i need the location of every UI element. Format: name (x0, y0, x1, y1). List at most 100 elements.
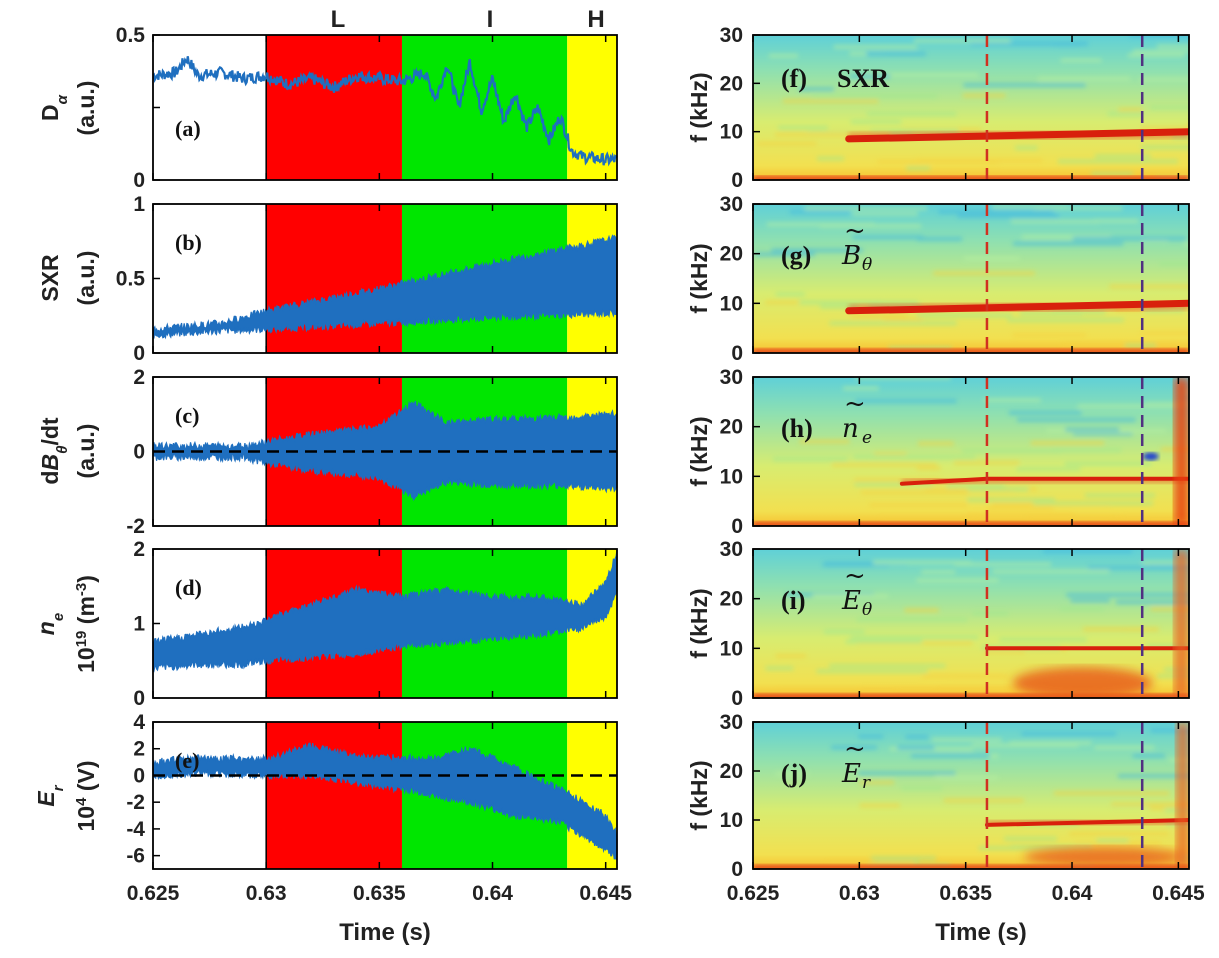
low-freq-activity (1023, 846, 1184, 867)
y-tick-label: 10 (720, 465, 743, 488)
texture-streak (983, 398, 1041, 403)
y-tick-label: 30 (720, 193, 743, 216)
texture-streak (777, 689, 898, 694)
panel-signal-label: SXR (837, 64, 889, 93)
dc-band (753, 521, 1189, 526)
spectrogram-image (753, 204, 1189, 353)
texture-streak (957, 213, 1060, 218)
texture-streak (1094, 745, 1155, 750)
texture-streak (962, 93, 1006, 98)
axes-frame (152, 721, 618, 870)
texture-streak (933, 271, 1035, 276)
dc-band (753, 348, 1189, 353)
symbol-base: E (841, 759, 861, 789)
panel-d: 2 1 0 (d) (133, 538, 618, 710)
tilde-mark: ~ (844, 734, 866, 764)
texture-streak (1132, 753, 1165, 758)
y-tick-label: 0 (133, 441, 145, 464)
texture-streak (931, 737, 1002, 742)
texture-streak (850, 635, 979, 640)
y-label-unit: 104 (V) (73, 761, 100, 832)
texture-streak (768, 53, 799, 58)
panel-label: (i) (781, 586, 806, 615)
y-label: f (kHz) (686, 243, 712, 313)
texture-streak (918, 441, 954, 446)
texture-streak (861, 490, 969, 495)
spectrogram-image (753, 722, 1189, 869)
dc-band (753, 175, 1189, 180)
texture-streak (828, 861, 915, 866)
texture-streak (970, 41, 1088, 46)
spectrum-background (753, 722, 1189, 869)
texture-streak (986, 506, 1054, 511)
y-tick-label: -6 (126, 845, 145, 868)
texture-streak (1156, 44, 1189, 49)
texture-streak (1164, 808, 1189, 813)
texture-streak (1082, 627, 1160, 632)
texture-streak (906, 166, 931, 171)
spectrogram-image (753, 549, 1189, 698)
texture-streak (1060, 342, 1177, 347)
texture-streak (1073, 431, 1133, 436)
y-tick-label: 10 (720, 292, 743, 315)
texture-streak (916, 236, 963, 241)
y-tick-label: 10 (720, 121, 743, 144)
y-tick-label: 20 (720, 760, 743, 783)
symbol-subscript: e (862, 428, 872, 448)
texture-streak (1118, 107, 1143, 112)
panel-label: (c) (175, 403, 199, 428)
texture-streak (963, 83, 1086, 88)
texture-streak (873, 560, 972, 565)
edge-burst (1174, 549, 1189, 698)
texture-streak (1091, 171, 1133, 176)
texture-streak (1094, 154, 1151, 159)
texture-streak (1088, 565, 1178, 570)
axes-frame (752, 34, 1190, 181)
texture-streak (1129, 35, 1189, 38)
texture-streak (790, 210, 851, 215)
texture-streak (1033, 501, 1154, 506)
y-label: f (kHz) (686, 588, 712, 658)
x-tick-label: 0.645 (1152, 882, 1205, 905)
texture-streak (766, 222, 875, 227)
texture-streak (916, 313, 1012, 318)
panel-label: (f) (781, 64, 807, 93)
texture-streak (1015, 145, 1038, 150)
texture-streak (913, 38, 1011, 43)
y-label: f (kHz) (686, 416, 712, 486)
y-label-e: Er 104 (V) (33, 761, 99, 832)
texture-streak (962, 448, 1062, 453)
texture-streak (1184, 242, 1189, 247)
texture-streak (864, 72, 979, 77)
texture-streak (1111, 516, 1189, 521)
y-label: Er (33, 784, 67, 806)
y-tick-label: 0 (731, 515, 743, 538)
texture-streak (1052, 447, 1122, 452)
texture-streak (833, 44, 917, 49)
texture-streak (1053, 42, 1081, 47)
x-tick-label: 0.635 (353, 882, 406, 905)
texture-streak (897, 745, 935, 750)
texture-streak (812, 94, 938, 99)
texture-streak (823, 629, 865, 634)
y-tick-label: 10 (720, 809, 743, 832)
edge-burst (1176, 722, 1189, 869)
axes-frame (752, 721, 1190, 870)
texture-streak (829, 321, 957, 326)
texture-streak (1157, 674, 1189, 679)
x-tick-label: 0.635 (939, 882, 992, 905)
y-tick-label: 20 (720, 243, 743, 266)
axes-frame (752, 548, 1190, 699)
panel-label: (a) (175, 116, 201, 141)
y-tick-label: 2 (133, 366, 145, 389)
texture-streak (1124, 343, 1157, 348)
texture-streak (1012, 333, 1086, 338)
y-label-text: f (kHz) (686, 416, 712, 486)
texture-streak (757, 141, 817, 146)
texture-streak (869, 502, 968, 507)
texture-streak (911, 753, 990, 758)
blue-spot (1142, 452, 1159, 461)
spectrogram-g: 30 20 10 0 f (kHz) (g) (686, 193, 1190, 365)
texture-streak (1115, 600, 1189, 605)
